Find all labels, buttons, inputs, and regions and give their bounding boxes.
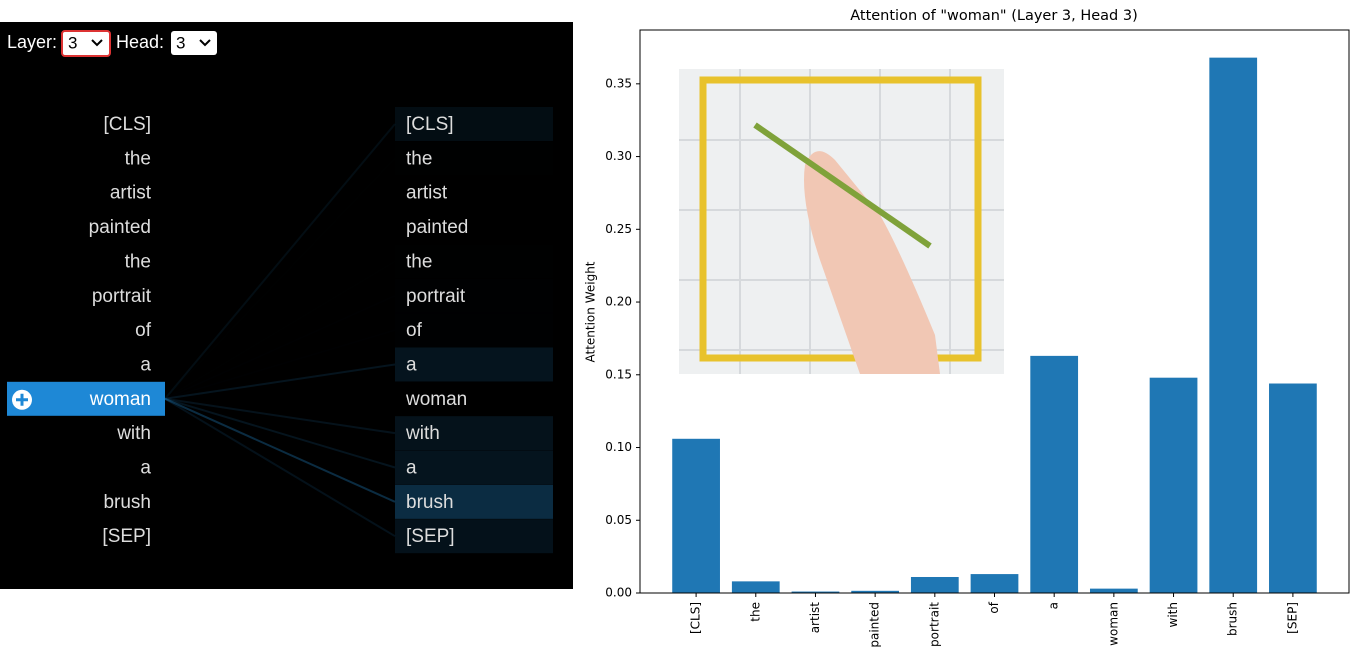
right-token: of: [406, 320, 423, 341]
attention-box: [395, 450, 553, 485]
attention-box: [395, 416, 553, 451]
brush: [753, 122, 932, 249]
attention-line: [164, 397, 396, 435]
x-tick-label: the: [748, 602, 762, 622]
right-token: portrait: [406, 286, 466, 307]
chevron: [91, 39, 103, 47]
attention-panel: Layer: 3 Head: 3 [CLS] the artist painted th…: [0, 22, 573, 589]
right-token: a: [406, 354, 417, 375]
left-token: [SEP]: [102, 526, 151, 547]
head-select[interactable]: 3: [171, 31, 217, 55]
left-token: painted: [89, 217, 151, 238]
head-label: Head:: [116, 32, 164, 52]
y-tick-label: 0.35: [605, 76, 632, 90]
y-tick-label: 0.05: [605, 513, 632, 527]
right-token: the: [406, 251, 432, 272]
right-token: [CLS]: [406, 114, 454, 135]
right-token: a: [406, 458, 417, 479]
y-tick-label: 0.30: [605, 149, 632, 163]
bar: [1030, 355, 1079, 593]
y-tick-label: 0.00: [605, 586, 632, 600]
attention-line: [164, 397, 396, 469]
x-tick-label: painted: [868, 602, 882, 648]
left-token: brush: [103, 492, 151, 513]
left-token: with: [116, 423, 151, 444]
left-token: the: [125, 251, 151, 272]
head-select-box[interactable]: [171, 31, 217, 55]
selected-token-highlight: [7, 381, 165, 416]
x-tick-label: woman: [1106, 602, 1120, 646]
right-token: [SEP]: [406, 526, 455, 547]
panel-background: [0, 22, 573, 589]
y-tick-label: 0.20: [605, 295, 632, 309]
left-token: a: [140, 458, 151, 479]
attention-box: [395, 484, 553, 519]
expand-icon-plus: [16, 393, 28, 406]
y-tick-label: 0.15: [605, 367, 632, 381]
bar: [791, 591, 840, 593]
bar: [1269, 383, 1317, 593]
left-token: portrait: [92, 286, 152, 307]
x-tick-label: a: [1047, 602, 1061, 609]
left-token: a: [140, 354, 151, 375]
right-token: painted: [406, 217, 468, 238]
bar: [970, 574, 1019, 593]
x-tick-label: brush: [1226, 602, 1240, 636]
attention-line: [164, 397, 396, 503]
chart: Attention of "woman" (Layer 3, Head 3) A…: [584, 8, 1350, 648]
plot-frame: [639, 29, 1350, 594]
attention-box: [395, 519, 553, 554]
bar: [1089, 588, 1138, 593]
layer-label: Layer:: [7, 32, 57, 52]
x-tick-label: with: [1166, 602, 1180, 627]
chart-title: Attention of "woman" (Layer 3, Head 3): [850, 8, 1138, 24]
attention-line: [164, 363, 396, 400]
hand: [804, 151, 940, 374]
bar: [910, 576, 959, 593]
y-tick-label: 0.10: [605, 440, 632, 454]
left-token: woman: [89, 389, 151, 410]
x-tick-label: portrait: [927, 602, 941, 647]
x-tick-label: [CLS]: [689, 602, 703, 634]
attention-line: [164, 123, 396, 400]
left-token: [CLS]: [103, 114, 151, 135]
right-token: with: [405, 423, 440, 444]
bar: [672, 438, 720, 593]
left-token: of: [135, 320, 152, 341]
attention-box: [395, 347, 553, 382]
bar: [1149, 377, 1198, 593]
right-token: woman: [405, 389, 467, 410]
drawn-frame: [699, 76, 982, 362]
bar: [851, 590, 900, 593]
attention-line: [164, 397, 396, 538]
layer-select-box[interactable]: [61, 30, 111, 57]
attention-box: [395, 107, 553, 141]
y-tick-label: 0.25: [605, 222, 632, 236]
layer-select[interactable]: 3: [61, 30, 111, 57]
layer-value[interactable]: 3: [68, 33, 77, 52]
right-token: brush: [406, 492, 454, 513]
x-tick-label: of: [987, 601, 1001, 613]
x-tick-label: [SEP]: [1285, 602, 1299, 634]
left-token: the: [125, 148, 151, 169]
head-value[interactable]: 3: [176, 33, 185, 52]
right-token: the: [406, 148, 432, 169]
right-token: artist: [406, 183, 448, 204]
bar: [731, 581, 780, 593]
y-axis-label: Attention Weight: [584, 261, 598, 362]
bar: [1209, 57, 1258, 594]
left-token: artist: [110, 183, 152, 204]
x-tick-label: artist: [808, 602, 822, 634]
inset-image: [679, 69, 1004, 374]
chevron: [199, 39, 211, 47]
